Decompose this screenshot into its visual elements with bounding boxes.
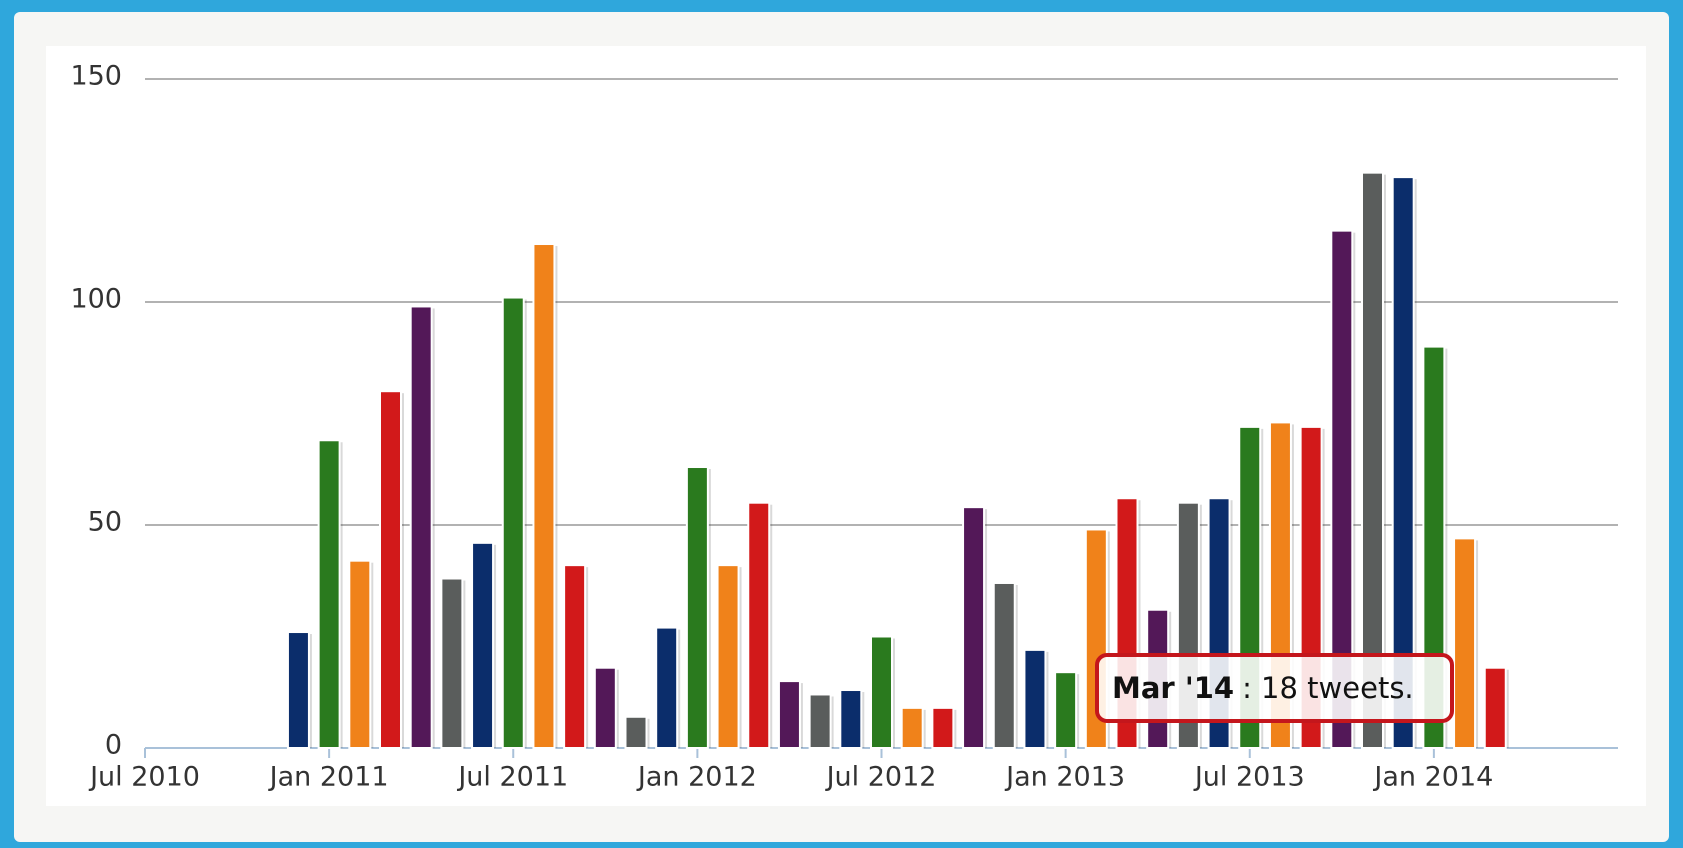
bar	[1453, 537, 1477, 749]
x-tick-label: Jan 2013	[1004, 762, 1125, 793]
bar	[1330, 229, 1354, 749]
bar	[685, 466, 709, 749]
bar	[593, 666, 617, 749]
bar	[1023, 648, 1047, 750]
tooltip: Mar '14: 18 tweets.	[1095, 653, 1454, 723]
bar	[409, 305, 433, 749]
bar	[777, 680, 801, 749]
bar	[900, 706, 924, 749]
bar	[716, 564, 740, 750]
bar	[379, 390, 402, 749]
bar	[1361, 171, 1384, 750]
bar	[440, 577, 464, 750]
bar	[317, 439, 341, 749]
tooltip-value: : 18 tweets.	[1242, 671, 1414, 705]
y-tick-label: 150	[70, 61, 122, 92]
x-tick-label: Jan 2011	[268, 762, 389, 793]
bar	[1483, 666, 1507, 749]
bar	[471, 541, 495, 750]
bar	[286, 631, 310, 749]
bar	[655, 626, 679, 750]
x-tick-label: Jan 2012	[636, 762, 757, 793]
bar	[870, 635, 893, 749]
x-tick-label: Jan 2014	[1372, 762, 1493, 793]
x-tick-label: Jul 2012	[825, 762, 937, 793]
bar	[808, 693, 832, 749]
bar	[624, 715, 648, 750]
y-tick-label: 100	[70, 284, 122, 315]
tooltip-text: Mar '14: 18 tweets.	[1112, 671, 1414, 705]
x-tick-label: Jul 2010	[88, 762, 200, 793]
bar	[1391, 176, 1415, 749]
bar	[747, 501, 771, 750]
bar	[348, 559, 372, 749]
bar	[992, 581, 1016, 749]
tooltip-box	[1095, 653, 1454, 723]
tooltip-label: Mar '14	[1112, 671, 1234, 705]
bar	[962, 506, 986, 749]
y-tick-label: 50	[88, 507, 122, 538]
bar	[532, 243, 556, 750]
bar	[1422, 345, 1446, 749]
bar	[1054, 671, 1078, 749]
x-tick-label: Jul 2011	[456, 762, 568, 793]
y-tick-label: 0	[105, 730, 122, 761]
bar	[931, 706, 955, 749]
x-tick-label: Jul 2013	[1193, 762, 1305, 793]
bar	[839, 689, 863, 750]
bar	[501, 296, 525, 749]
bar	[563, 564, 587, 750]
